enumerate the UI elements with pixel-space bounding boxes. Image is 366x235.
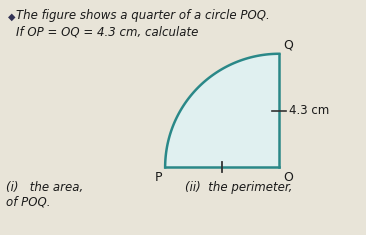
Text: P: P	[155, 171, 162, 184]
Text: 4.3 cm: 4.3 cm	[289, 104, 329, 117]
Text: O: O	[283, 171, 293, 184]
Text: Q: Q	[283, 39, 293, 52]
Text: (i)   the area,: (i) the area,	[6, 181, 83, 194]
Text: of POQ.: of POQ.	[6, 195, 51, 208]
Text: ◆: ◆	[8, 11, 16, 21]
Text: The figure shows a quarter of a circle POQ.: The figure shows a quarter of a circle P…	[16, 9, 270, 22]
Polygon shape	[165, 54, 279, 167]
Text: If OP = OQ = 4.3 cm, calculate: If OP = OQ = 4.3 cm, calculate	[16, 25, 199, 38]
Text: (ii)  the perimeter,: (ii) the perimeter,	[185, 181, 292, 194]
